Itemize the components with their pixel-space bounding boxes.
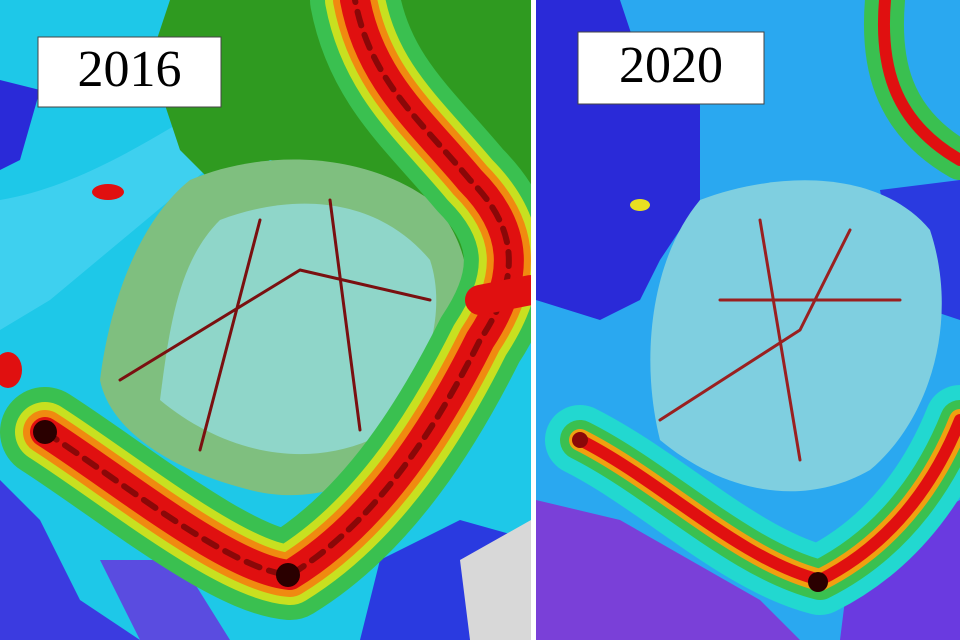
year-label: 2016 [78, 41, 182, 98]
map-2020: 2020 [536, 0, 960, 640]
map-2016: 2016 [0, 0, 531, 640]
year-label: 2020 [619, 37, 723, 94]
